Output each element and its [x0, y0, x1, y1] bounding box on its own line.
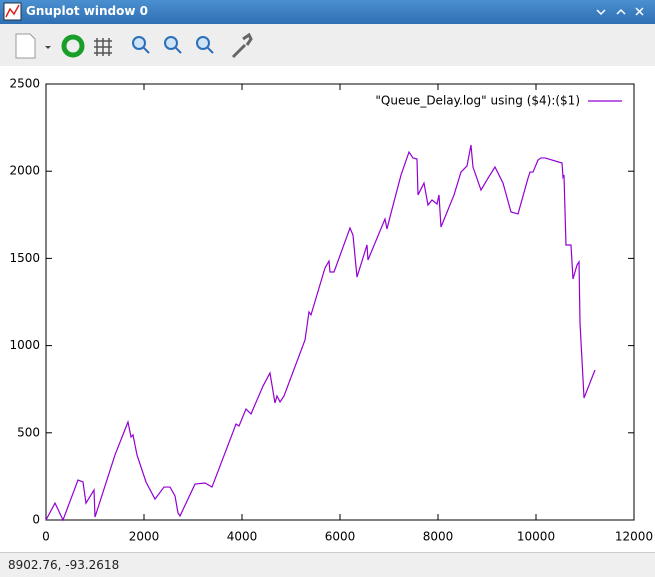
- autoscale-button[interactable]: [196, 36, 210, 50]
- zoom-next-button[interactable]: [164, 36, 178, 50]
- legend-label: "Queue_Delay.log" using ($4):($1): [375, 94, 580, 108]
- settings-button[interactable]: [231, 32, 253, 59]
- close-button[interactable]: [635, 7, 644, 16]
- y-tick-label: 500: [17, 425, 40, 439]
- zoom-buttons: [132, 36, 214, 54]
- x-tick-label: 10000: [517, 530, 555, 544]
- toolbar: [0, 24, 655, 67]
- title-bar-icons: [3, 2, 644, 21]
- title-bar: Gnuplot window 0: [0, 0, 655, 24]
- y-tick-label: 2000: [9, 164, 40, 178]
- minimize-button[interactable]: [596, 9, 606, 16]
- export-button[interactable]: [15, 33, 36, 59]
- zoom-previous-button[interactable]: [132, 36, 146, 50]
- x-tick-label: 8000: [423, 530, 454, 544]
- plot-area: "Queue_Delay.log" using ($4):($1) 0 2000 4…: [0, 66, 655, 552]
- y-tick-label: 2500: [9, 77, 40, 91]
- app-icon-line: [5, 4, 20, 18]
- data-line: [45, 144, 596, 522]
- replot-button[interactable]: [61, 34, 85, 58]
- toolbar-icons: [15, 32, 253, 59]
- export-menu-arrow[interactable]: [45, 46, 51, 49]
- y-tick-label: 1500: [9, 251, 40, 265]
- x-tick-label: 6000: [325, 530, 356, 544]
- x-tick-label: 2000: [129, 530, 160, 544]
- cursor-coordinates: 8902.76, -93.2618: [8, 558, 120, 572]
- y-tick-label: 1000: [9, 338, 40, 352]
- grid-button[interactable]: [94, 38, 112, 56]
- y-tick-label: 0: [32, 513, 40, 527]
- x-tick-label: 12000: [615, 530, 653, 544]
- x-tick-label: 0: [42, 530, 50, 544]
- x-tick-label: 4000: [227, 530, 258, 544]
- status-bar: 8902.76, -93.2618: [0, 552, 655, 577]
- window-title: Gnuplot window 0: [26, 4, 148, 18]
- plot-frame: [45, 83, 635, 521]
- maximize-button[interactable]: [616, 8, 626, 15]
